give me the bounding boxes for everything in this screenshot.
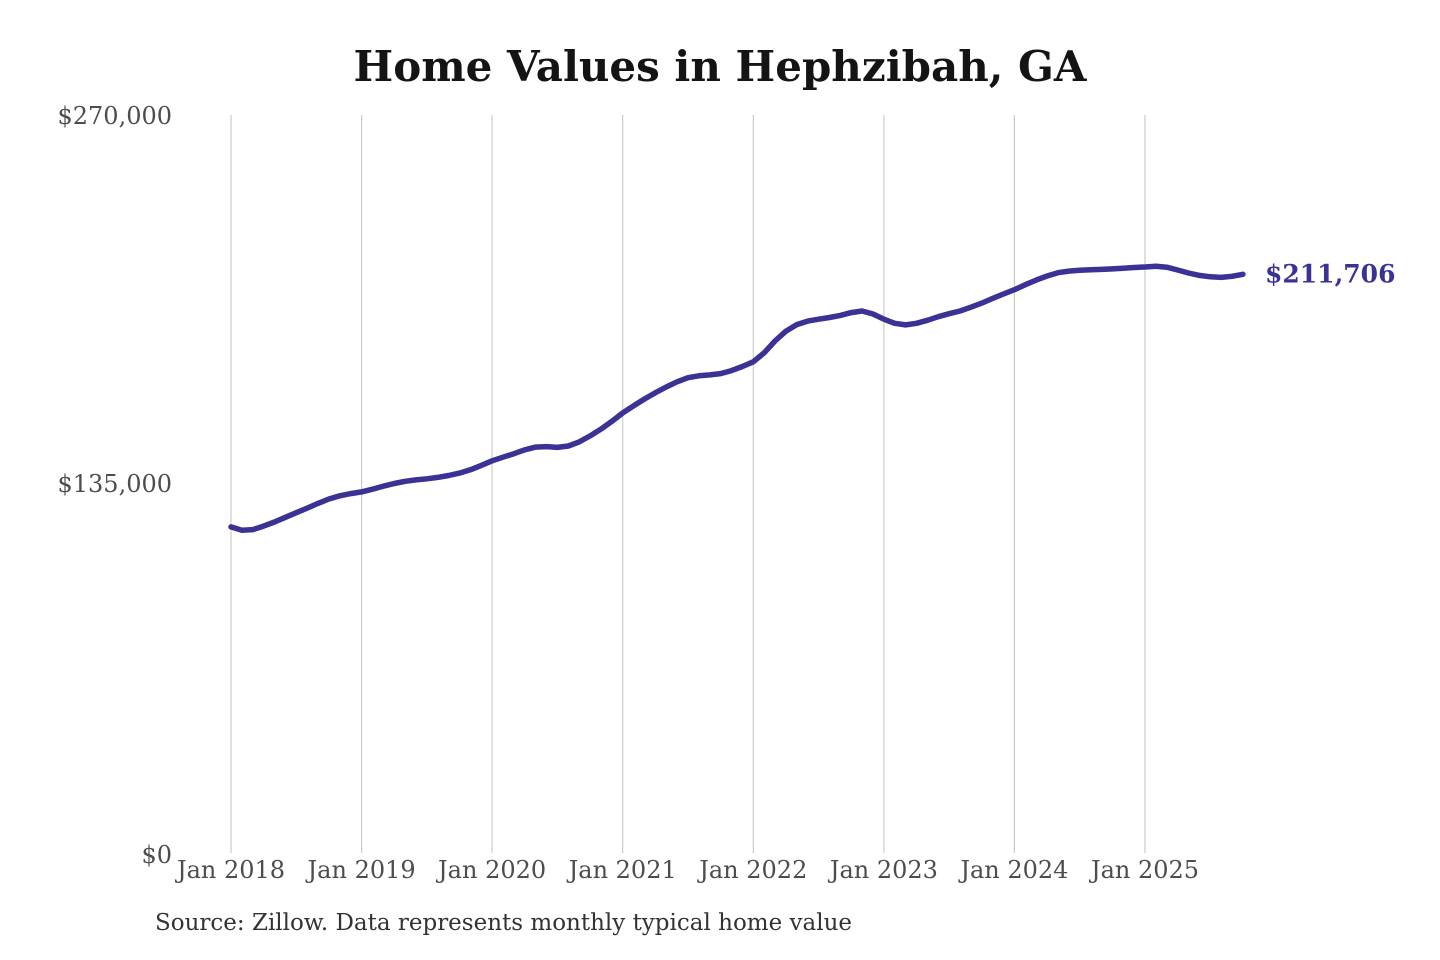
x-tick-label-2023: Jan 2023: [829, 856, 938, 884]
x-tick-label-2021: Jan 2021: [568, 856, 677, 884]
x-tick-label-2020: Jan 2020: [438, 856, 547, 884]
x-tick-label-2024: Jan 2024: [960, 856, 1069, 884]
current-value-label: $211,706: [1265, 259, 1396, 289]
x-tick-label-2018: Jan 2018: [176, 856, 286, 884]
x-tick-label-2019: Jan 2019: [307, 856, 416, 884]
y-tick-label-270000: $270,000: [57, 102, 172, 130]
source-note: Source: Zillow. Data represents monthly …: [155, 910, 853, 936]
x-tick-label-2025: Jan 2025: [1090, 856, 1200, 884]
y-tick-label-0: $0: [141, 841, 172, 869]
year-gridlines: [230, 115, 1146, 853]
home-value-line: [228, 263, 1246, 533]
x-tick-label-2022: Jan 2022: [699, 856, 808, 884]
y-tick-label-135000: $135,000: [57, 470, 172, 498]
chart-title: Home Values in Hephzibah, GA: [353, 42, 1087, 91]
